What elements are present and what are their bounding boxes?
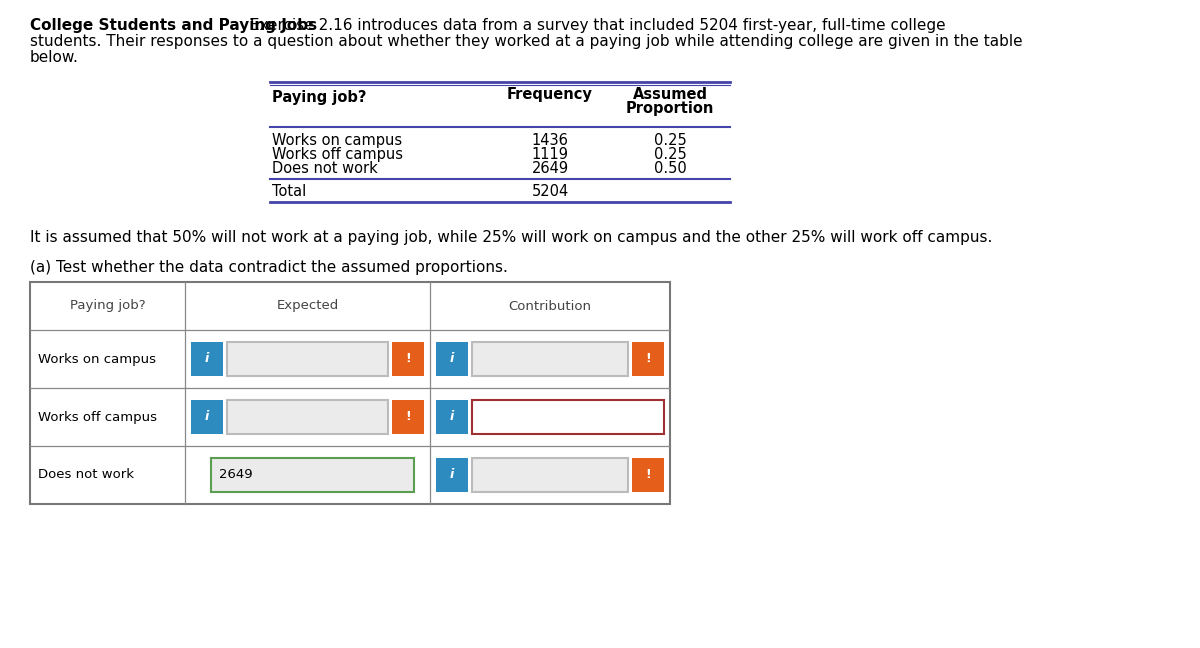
- Text: Does not work: Does not work: [272, 161, 378, 176]
- Text: 1119: 1119: [532, 147, 569, 162]
- Text: Works on campus: Works on campus: [272, 133, 402, 148]
- Text: 2649: 2649: [532, 161, 569, 176]
- Text: 1436: 1436: [532, 133, 569, 148]
- Bar: [30, 282, 670, 504]
- Bar: [436, 400, 468, 434]
- Bar: [472, 400, 664, 434]
- Text: Total: Total: [272, 184, 306, 199]
- Text: i: i: [205, 353, 209, 365]
- Text: !: !: [406, 410, 410, 424]
- Text: Frequency: Frequency: [508, 87, 593, 102]
- Bar: [632, 342, 664, 376]
- Text: Proportion: Proportion: [626, 101, 714, 116]
- Bar: [211, 458, 414, 492]
- Text: Paying job?: Paying job?: [272, 90, 366, 105]
- Text: College Students and Paying Jobs: College Students and Paying Jobs: [30, 18, 317, 33]
- Text: Does not work: Does not work: [38, 469, 134, 481]
- Text: i: i: [450, 353, 454, 365]
- Text: Expected: Expected: [276, 299, 338, 312]
- Bar: [392, 342, 424, 376]
- Text: It is assumed that 50% will not work at a paying job, while 25% will work on cam: It is assumed that 50% will not work at …: [30, 230, 992, 245]
- Text: i: i: [205, 410, 209, 424]
- Text: !: !: [646, 469, 650, 481]
- Text: !: !: [406, 353, 410, 365]
- Text: (a) Test whether the data contradict the assumed proportions.: (a) Test whether the data contradict the…: [30, 260, 508, 275]
- Bar: [632, 458, 664, 492]
- Bar: [392, 400, 424, 434]
- Bar: [436, 458, 468, 492]
- Bar: [472, 342, 628, 376]
- Bar: [472, 458, 628, 492]
- Text: Works off campus: Works off campus: [272, 147, 403, 162]
- Text: Paying job?: Paying job?: [70, 299, 145, 312]
- Text: 0.50: 0.50: [654, 161, 686, 176]
- Text: Works on campus: Works on campus: [38, 353, 156, 365]
- Text: i: i: [450, 469, 454, 481]
- Bar: [191, 342, 223, 376]
- Bar: [227, 342, 388, 376]
- Bar: [191, 400, 223, 434]
- Text: !: !: [646, 353, 650, 365]
- Text: 5204: 5204: [532, 184, 569, 199]
- Text: Works off campus: Works off campus: [38, 410, 157, 424]
- Text: Contribution: Contribution: [509, 299, 592, 312]
- Text: students. Their responses to a question about whether they worked at a paying jo: students. Their responses to a question …: [30, 34, 1022, 49]
- Bar: [227, 400, 388, 434]
- Text: 2649: 2649: [220, 469, 253, 481]
- Text: i: i: [450, 410, 454, 424]
- Text: below.: below.: [30, 50, 79, 65]
- Text: 0.25: 0.25: [654, 133, 686, 148]
- Text: Exercise 2.16 introduces data from a survey that included 5204 first-year, full-: Exercise 2.16 introduces data from a sur…: [245, 18, 946, 33]
- Text: 0.25: 0.25: [654, 147, 686, 162]
- Bar: [436, 342, 468, 376]
- Text: Assumed: Assumed: [632, 87, 708, 102]
